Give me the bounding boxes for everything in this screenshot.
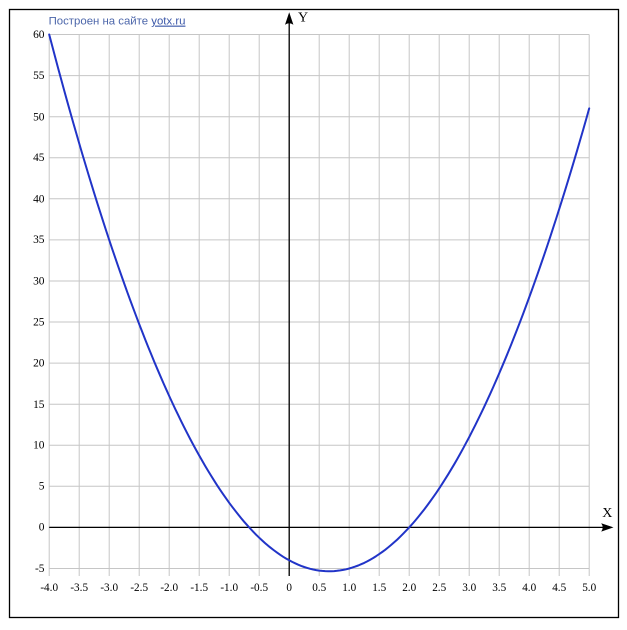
svg-text:60: 60 bbox=[33, 29, 45, 41]
svg-text:4.5: 4.5 bbox=[552, 582, 566, 594]
svg-text:5.0: 5.0 bbox=[582, 582, 596, 594]
svg-text:0: 0 bbox=[39, 522, 45, 534]
svg-text:40: 40 bbox=[33, 194, 45, 206]
svg-text:15: 15 bbox=[33, 399, 45, 411]
svg-text:-1.5: -1.5 bbox=[190, 582, 208, 594]
svg-text:45: 45 bbox=[33, 152, 45, 164]
svg-text:55: 55 bbox=[33, 70, 45, 82]
svg-text:4.0: 4.0 bbox=[522, 582, 536, 594]
svg-text:30: 30 bbox=[33, 275, 45, 287]
svg-text:1.5: 1.5 bbox=[372, 582, 386, 594]
svg-text:-1.0: -1.0 bbox=[220, 582, 238, 594]
svg-text:2.5: 2.5 bbox=[432, 582, 446, 594]
svg-text:X: X bbox=[602, 506, 612, 521]
svg-text:-2.0: -2.0 bbox=[160, 582, 178, 594]
svg-text:1.0: 1.0 bbox=[342, 582, 356, 594]
svg-text:-3.0: -3.0 bbox=[100, 582, 118, 594]
svg-text:0: 0 bbox=[286, 582, 292, 594]
svg-text:-2.5: -2.5 bbox=[130, 582, 148, 594]
svg-text:Построен на сайте yotx.ru: Построен на сайте yotx.ru bbox=[49, 16, 186, 28]
svg-text:35: 35 bbox=[33, 234, 45, 246]
svg-text:20: 20 bbox=[33, 357, 45, 369]
svg-text:-3.5: -3.5 bbox=[70, 582, 88, 594]
svg-text:5: 5 bbox=[39, 481, 45, 493]
svg-text:2.0: 2.0 bbox=[402, 582, 416, 594]
svg-text:3.0: 3.0 bbox=[462, 582, 476, 594]
svg-text:25: 25 bbox=[33, 316, 45, 328]
svg-text:10: 10 bbox=[33, 440, 45, 452]
svg-text:0.5: 0.5 bbox=[312, 582, 326, 594]
svg-text:Y: Y bbox=[298, 11, 308, 26]
svg-text:-5: -5 bbox=[35, 563, 45, 575]
svg-text:50: 50 bbox=[33, 112, 45, 124]
svg-text:-4.0: -4.0 bbox=[40, 582, 58, 594]
svg-text:3.5: 3.5 bbox=[492, 582, 506, 594]
svg-text:-0.5: -0.5 bbox=[250, 582, 268, 594]
